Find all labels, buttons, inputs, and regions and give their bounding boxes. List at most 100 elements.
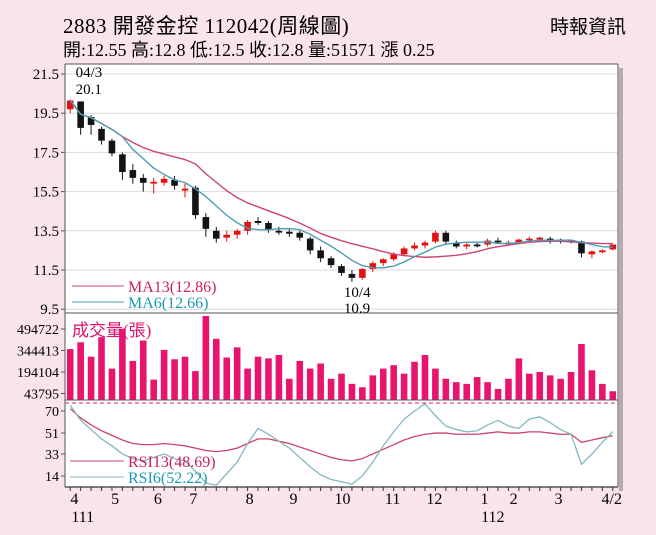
volume-bar [494,388,502,400]
ma13-legend-label: MA13(12.86) [128,279,216,296]
volume-bar [599,383,606,400]
month-label: 2 [510,491,518,508]
rsi-tick-label: 14 [45,470,59,485]
volume-bar [119,328,126,400]
volume-tick-label: 344413 [17,345,59,360]
volume-bar [286,378,293,400]
volume-bar [505,378,512,400]
volume-bar [411,361,418,400]
volume-tick-label: 43795 [24,388,59,403]
candle-down [139,177,147,183]
volume-bar [139,340,147,400]
volume-bar [160,349,168,400]
price-tick-label: 15.5 [33,185,59,201]
rsi-tick-label: 70 [45,405,59,420]
volume-bar [442,378,450,400]
high-annotation-price: 20.1 [76,82,102,98]
candle-down [348,273,356,278]
volume-bar [338,373,345,400]
high-annotation-date: 04/3 [76,65,103,81]
candle-up [411,245,418,249]
candle-down [442,232,450,242]
month-label: 11 [385,491,400,508]
volume-bar [77,342,84,400]
candle-up [244,221,251,231]
volume-bar [526,373,533,400]
volume-bar [452,382,460,400]
volume-bar [567,371,575,400]
candle-down [275,230,283,233]
volume-bar [421,355,429,400]
candle-down [108,140,116,154]
volume-bar [150,379,157,400]
candle-down [265,222,272,230]
volume-bar [296,360,304,400]
candle-up [588,251,596,255]
month-label: 5 [111,491,119,508]
candle-up [359,269,366,278]
volume-bar [244,368,251,400]
candle-up [160,178,168,183]
candle-down [306,238,314,251]
volume-bar [108,368,116,400]
month-label: 9 [290,491,298,508]
price-tick-label: 21.5 [33,67,59,83]
volume-bar [212,338,220,400]
volume-bar [348,383,356,400]
candle-up [369,263,377,270]
ma6-line [69,100,613,269]
month-label: 10 [335,491,351,508]
price-tick-label: 9.5 [40,302,59,318]
candle-up [223,234,231,238]
volume-bar [379,368,387,400]
rsi-tick-label: 51 [45,427,59,442]
volume-bar [306,368,314,400]
volume-bar [181,356,189,400]
candle-up [421,242,429,246]
month-label: 7 [189,491,197,508]
candle-down [494,240,502,243]
candle-up [233,230,241,235]
low-annotation-price: 10.9 [344,301,370,317]
candle-down [202,217,210,229]
volume-bar [557,378,564,400]
volume-bar [473,377,481,400]
candle-up [66,100,74,110]
candle-down [171,179,178,186]
month-label: 8 [246,491,254,508]
plot-right-shadow [619,68,623,491]
candle-down [212,230,220,239]
volume-bar [275,355,283,400]
candle-up [390,254,397,260]
volume-bar [317,363,324,400]
candle-down [473,244,481,247]
rsi6-line [69,403,614,486]
low-annotation-date: 10/4 [344,285,371,301]
volume-bar [171,359,178,400]
candle-up [536,237,544,240]
year-label: 112 [481,509,504,526]
volume-bar [609,391,617,400]
year-label: 111 [71,509,94,526]
price-tick-label: 17.5 [33,145,59,161]
candle-up [181,188,189,191]
candle-down [254,221,262,223]
rsi13-legend-label: RSI13(48.69) [128,454,216,471]
volume-legend-label: 成交量(張) [72,321,151,340]
volume-bar [87,356,95,400]
volume-bar [233,347,241,400]
price-tick-label: 13.5 [33,224,59,240]
volume-bar [254,356,262,400]
volume-bar [400,373,408,400]
quote-line: 開:12.55 高:12.8 低:12.5 收:12.8 量:51571 漲 0… [63,40,435,60]
volume-bar [202,316,210,400]
rsi-tick-label: 33 [45,448,59,463]
ma6-legend-label: MA6(12.66) [128,295,208,312]
candle-up [432,232,439,242]
candle-down [338,266,345,273]
candle-down [192,187,199,216]
candle-up [150,181,157,184]
volume-tick-label: 494722 [17,323,59,338]
